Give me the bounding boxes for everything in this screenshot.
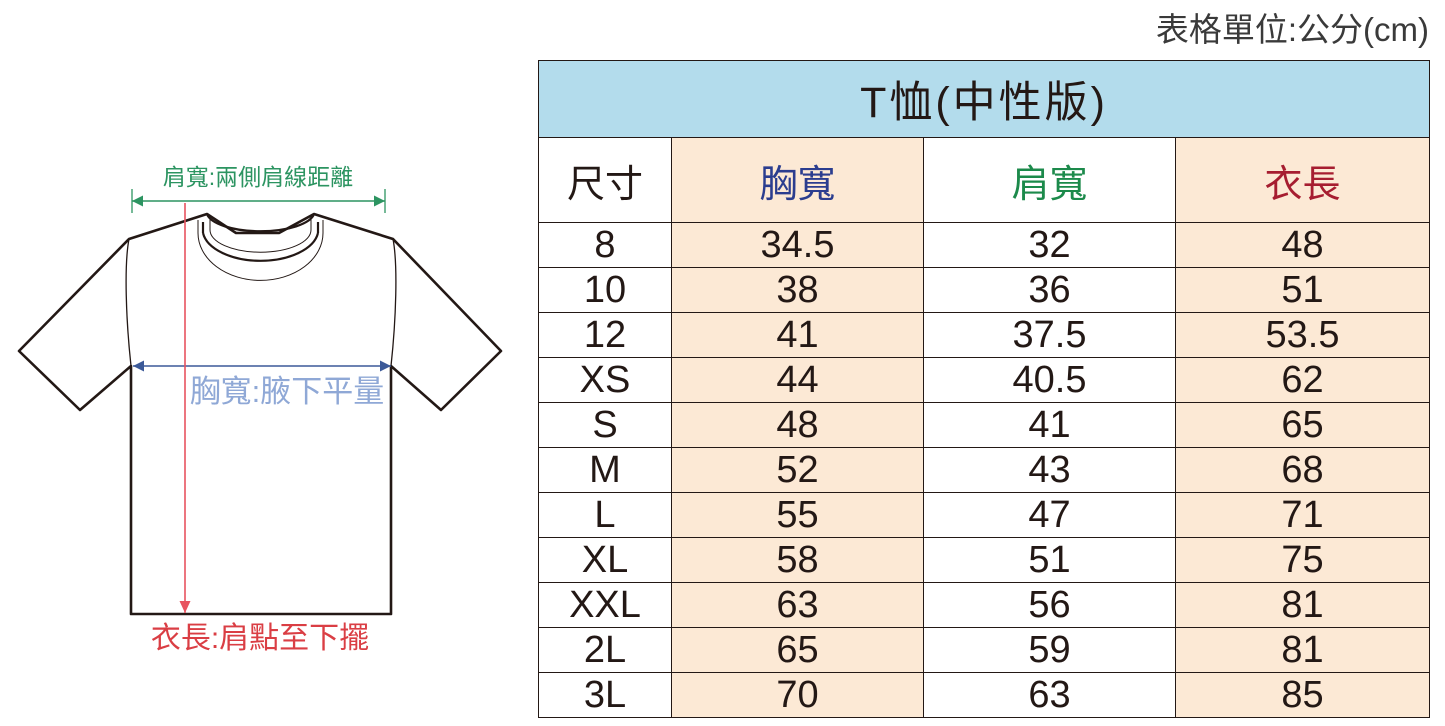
svg-text:表格單位:公分(cm): 表格單位:公分(cm) [1156,11,1429,48]
